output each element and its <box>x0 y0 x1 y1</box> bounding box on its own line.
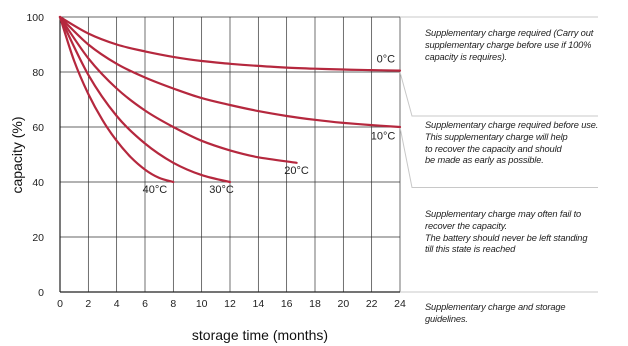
x-tick-label: 16 <box>281 298 293 310</box>
x-tick-label: 8 <box>170 298 176 310</box>
y-tick-label: 40 <box>32 177 44 189</box>
note-line: recover the capacity. <box>425 220 507 231</box>
capacity-curve <box>58 15 175 184</box>
note-line: capacity is requires). <box>425 51 507 62</box>
capacity-curve <box>58 15 402 129</box>
capacity-curve <box>58 15 402 72</box>
x-tick-label: 22 <box>366 298 378 310</box>
curve-labels: 0°C 10°C 20°C 30°C 40°C <box>143 53 396 196</box>
y-tick-label: 80 <box>32 67 44 79</box>
x-tick-label: 4 <box>114 298 120 310</box>
curve-label: 10°C <box>371 130 396 142</box>
y-axis-title: capacity (%) <box>9 116 25 193</box>
guideline-note-3: Supplementary charge may often fail to r… <box>425 209 625 256</box>
y-tick-label: 60 <box>32 122 44 134</box>
x-tick-label: 2 <box>85 298 91 310</box>
note-line: supplementary charge before use if 100% <box>425 39 592 50</box>
capacity-curve <box>58 15 298 164</box>
grid <box>60 16 401 292</box>
curve-label: 20°C <box>284 165 309 177</box>
x-tick-label: 10 <box>196 298 208 310</box>
x-tick-label: 24 <box>394 298 406 310</box>
curve-label: 30°C <box>209 184 234 196</box>
note-line: Supplementary charge required before use… <box>425 120 599 130</box>
axes <box>59 17 400 293</box>
guideline-note-2: Supplementary charge required before use… <box>425 120 625 167</box>
note-line: be made as early as possible. <box>425 155 544 166</box>
note-line: to recover the capacity and should <box>425 143 562 154</box>
y-tick-label: 100 <box>26 12 44 24</box>
note-line: The battery should never be left standin… <box>425 232 588 243</box>
note-line: Supplementary charge may often fail to <box>425 209 582 219</box>
guideline-brackets <box>399 16 598 293</box>
x-tick-label: 12 <box>224 298 236 310</box>
note-line: Supplementary charge required (Carry out <box>425 28 594 38</box>
guideline-note-1: Supplementary charge required (Carry out… <box>425 28 625 63</box>
x-tick-label: 20 <box>337 298 349 310</box>
curves <box>58 15 402 184</box>
x-tick-label: 14 <box>252 298 264 310</box>
note-line: This supplementary charge will help <box>425 131 568 142</box>
y-tick-label: 20 <box>32 232 44 244</box>
x-tick-label: 0 <box>57 298 63 310</box>
note-line: till this state is reached <box>425 244 516 255</box>
x-axis-title: storage time (months) <box>192 327 328 343</box>
y-tick-label: 0 <box>38 287 44 299</box>
note-line: Supplementary charge and storage <box>425 302 566 312</box>
x-tick-label: 6 <box>142 298 148 310</box>
bracket-line <box>399 126 598 188</box>
guideline-note-4: Supplementary charge and storage guideli… <box>425 302 625 326</box>
x-tick-label: 18 <box>309 298 321 310</box>
note-line: guidelines. <box>425 313 468 324</box>
capacity-curve <box>58 15 232 184</box>
bracket-line <box>399 71 598 117</box>
curve-label: 40°C <box>143 184 168 196</box>
curve-label: 0°C <box>377 53 396 65</box>
